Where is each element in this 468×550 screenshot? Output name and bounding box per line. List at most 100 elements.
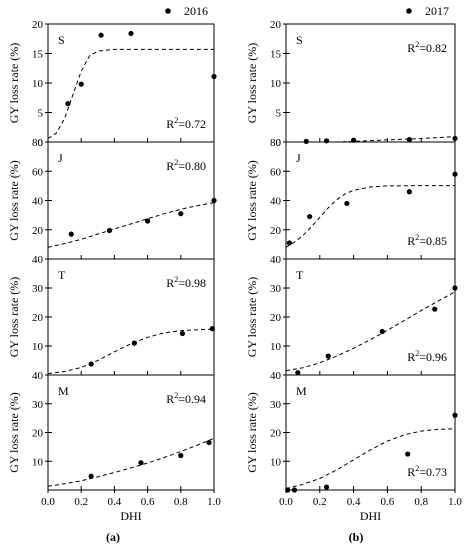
y-tick-label: 10 (270, 78, 282, 90)
y-tick-label: 30 (270, 399, 282, 411)
fitted-curve (286, 291, 455, 372)
y-tick-label: 0 (38, 137, 44, 149)
data-point (452, 412, 458, 418)
subfigure-label-a: (a) (106, 530, 120, 544)
y-tick-label: 15 (32, 49, 44, 61)
y-tick-label: 40 (32, 196, 44, 208)
data-point (178, 211, 184, 217)
y-axis-title: GY loss rate (%) (245, 160, 259, 241)
data-point (405, 451, 411, 457)
r-squared-label: R2=0.72 (166, 116, 206, 131)
y-tick-label: 10 (270, 456, 282, 468)
y-tick-label: 20 (270, 19, 282, 31)
panel-a-j: 20 40 60 80 GY loss rate (%) J R2=0.80 (7, 137, 217, 260)
x-tick-label: 0.8 (174, 496, 188, 508)
fitted-curve (48, 202, 214, 248)
r-squared-label: R2=0.85 (407, 233, 447, 248)
data-point (138, 460, 144, 466)
data-point (286, 240, 292, 246)
y-tick-label: 40 (270, 370, 282, 382)
x-tick-label: 0.0 (41, 496, 55, 508)
y-tick-label: 5 (276, 108, 282, 120)
data-point (323, 484, 330, 490)
y-tick-label: 20 (32, 19, 44, 31)
x-tick-label: 0.2 (74, 496, 88, 508)
y-tick-label: 20 (32, 312, 44, 324)
data-point (452, 171, 458, 177)
y-tick-label: 20 (270, 312, 282, 324)
x-tick-label: 0.2 (313, 496, 327, 508)
data-point (307, 213, 313, 220)
data-point (303, 138, 309, 145)
data-point (98, 32, 104, 38)
chart-column-a: 0 5 10 15 20 GY loss rate (%) S R2=0.72 20 40 60 80… (7, 4, 221, 523)
panel-letter: S (296, 33, 303, 47)
y-tick-label: 60 (270, 166, 282, 178)
data-point (145, 218, 151, 224)
y-tick-label: 30 (270, 283, 282, 295)
y-tick-label: 40 (270, 254, 282, 266)
data-point (211, 197, 217, 204)
y-tick-label: 10 (32, 456, 44, 468)
legend-marker (165, 8, 171, 14)
data-point (88, 473, 94, 479)
r-squared-label: R2=0.80 (166, 158, 206, 173)
legend-label: 2016 (184, 4, 208, 18)
y-tick-label: 10 (32, 341, 44, 353)
data-point (178, 452, 184, 459)
y-axis-title: GY loss rate (%) (245, 392, 259, 473)
fitted-curve (48, 437, 214, 487)
data-point (88, 361, 94, 367)
y-axis-title: GY loss rate (%) (7, 43, 21, 124)
data-point (295, 370, 301, 376)
subfigure-label-b: (b) (349, 530, 364, 544)
y-tick-label: 20 (270, 428, 282, 440)
panel-letter: J (296, 151, 301, 165)
data-point (179, 330, 186, 337)
legend-marker (406, 8, 412, 14)
panel-letter: T (296, 268, 304, 282)
data-point (131, 340, 137, 346)
y-tick-label: 30 (32, 283, 44, 295)
panel-letter: J (58, 151, 63, 165)
y-tick-label: 5 (38, 108, 44, 120)
data-point (68, 231, 74, 237)
r-squared-label: R2=0.96 (407, 349, 447, 364)
r-squared-label: R2=0.82 (407, 40, 447, 55)
y-tick-label: 40 (32, 370, 44, 382)
panel-b-s: 0 5 10 15 20 GY loss rate (%) S R2=0.82 (245, 19, 458, 149)
panel-b-j: 20 40 60 80 GY loss rate (%) J R2=0.85 (245, 137, 458, 260)
panel-a-t: 10 20 30 40 GY loss rate (%) T R2=0.98 (7, 254, 215, 376)
panel-letter: S (58, 33, 65, 47)
panel-b-m: 10 20 30 40 GY loss rate (%) M R2=0.73 (245, 370, 458, 493)
x-tick-label: 0.4 (347, 496, 361, 508)
data-point (452, 285, 458, 291)
fitted-curve (48, 48, 214, 139)
y-tick-label: 80 (32, 137, 44, 149)
y-tick-label: 30 (32, 399, 44, 411)
x-tick-label: 0.6 (381, 496, 395, 508)
r-squared-label: R2=0.98 (166, 275, 206, 290)
y-axis-title: GY loss rate (%) (7, 392, 21, 473)
panel-letter: M (296, 384, 307, 398)
y-tick-label: 10 (32, 78, 44, 90)
y-tick-label: 0 (276, 137, 282, 149)
fitted-curve (286, 428, 455, 490)
fitted-curve (322, 136, 455, 142)
x-tick-label: 0.4 (108, 496, 122, 508)
data-point (406, 137, 412, 143)
panel-a-m: 10 20 30 40 GY loss rate (%) M R2=0.94 (7, 370, 215, 491)
data-point (106, 227, 113, 234)
r-squared-label: R2=0.73 (407, 464, 447, 479)
y-tick-label: 60 (32, 166, 44, 178)
data-point (78, 81, 84, 87)
x-tick-label: 1.0 (448, 496, 462, 508)
data-point (452, 135, 458, 142)
y-tick-label: 20 (270, 225, 282, 237)
y-tick-label: 40 (270, 196, 282, 208)
panel-b-t: 10 20 30 40 GY loss rate (%) T R2=0.96 (245, 254, 458, 376)
y-tick-label: 10 (270, 341, 282, 353)
data-point (406, 189, 412, 195)
y-axis-title: GY loss rate (%) (7, 277, 21, 358)
